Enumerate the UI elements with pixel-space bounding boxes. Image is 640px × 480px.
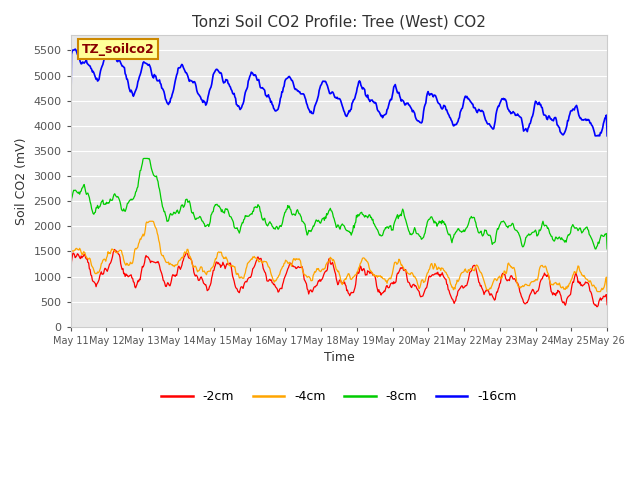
-16cm <box>67 133 74 139</box>
-16cm <box>187 78 195 84</box>
-4cm <box>604 288 611 294</box>
Line: -16cm: -16cm <box>70 46 607 136</box>
-2cm <box>405 279 413 285</box>
-2cm <box>111 247 118 252</box>
Title: Tonzi Soil CO2 Profile: Tree (West) CO2: Tonzi Soil CO2 Profile: Tree (West) CO2 <box>192 15 486 30</box>
-8cm <box>604 246 611 252</box>
Y-axis label: Soil CO2 (mV): Soil CO2 (mV) <box>15 137 28 225</box>
-8cm <box>215 203 223 209</box>
-16cm <box>132 86 140 92</box>
-4cm <box>132 246 140 252</box>
-2cm <box>77 256 84 262</box>
-4cm <box>420 279 428 285</box>
-4cm <box>405 271 413 276</box>
-4cm <box>146 218 154 224</box>
-4cm <box>187 255 195 261</box>
-16cm <box>77 60 84 65</box>
-4cm <box>593 288 601 294</box>
-16cm <box>420 104 428 110</box>
-16cm <box>215 69 223 75</box>
X-axis label: Time: Time <box>324 351 355 364</box>
Line: -8cm: -8cm <box>70 158 607 249</box>
-2cm <box>215 262 223 267</box>
-8cm <box>187 205 195 211</box>
-4cm <box>77 247 84 253</box>
-16cm <box>405 102 413 108</box>
-4cm <box>67 273 74 279</box>
-2cm <box>67 282 74 288</box>
-8cm <box>420 231 428 237</box>
-2cm <box>187 256 195 262</box>
-8cm <box>67 239 74 245</box>
-4cm <box>215 249 223 255</box>
Legend: -2cm, -4cm, -8cm, -16cm: -2cm, -4cm, -8cm, -16cm <box>156 385 522 408</box>
Text: TZ_soilco2: TZ_soilco2 <box>81 43 154 56</box>
-2cm <box>604 302 611 308</box>
-8cm <box>591 246 599 252</box>
-8cm <box>140 156 148 161</box>
Line: -4cm: -4cm <box>70 221 607 291</box>
-8cm <box>405 228 413 234</box>
-16cm <box>604 133 611 139</box>
-2cm <box>420 288 428 294</box>
-8cm <box>132 189 140 195</box>
-8cm <box>77 189 84 194</box>
-2cm <box>593 304 601 310</box>
-2cm <box>132 283 140 288</box>
Line: -2cm: -2cm <box>70 250 607 307</box>
-16cm <box>105 43 113 48</box>
